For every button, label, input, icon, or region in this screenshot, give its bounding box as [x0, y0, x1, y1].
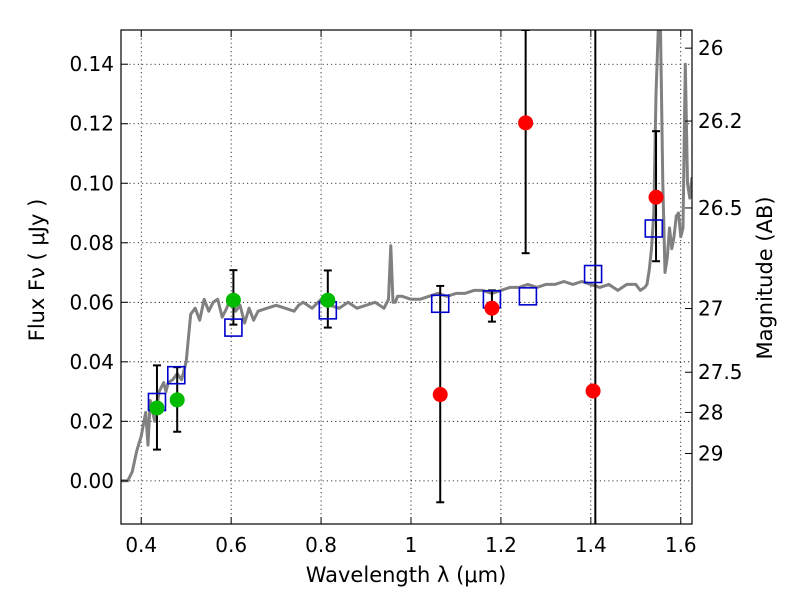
- axes: 0.4 0.6 0.8 1 1.2 1.4 1.6 0.00 0.02 0.04 0.06 0.08 0…: [69, 29, 743, 557]
- red-data-point: [432, 387, 448, 403]
- red-data-point: [484, 300, 500, 316]
- y2-tick-label: 27.5: [698, 360, 743, 384]
- x-tick-label: 0.8: [305, 533, 337, 557]
- y-tick-label: 0.00: [69, 469, 114, 493]
- y2-tick-label: 29: [698, 441, 723, 465]
- y-tick-label: 0.02: [69, 409, 114, 433]
- y-tick-label: 0.06: [69, 290, 114, 314]
- grid-lines: [121, 30, 692, 524]
- green-data-point: [169, 392, 185, 408]
- y-tick-label: 0.14: [69, 52, 114, 76]
- y2-tick-label: 26.5: [698, 196, 743, 220]
- plot-content: [121, 30, 692, 524]
- y-tick-label: 0.12: [69, 112, 114, 136]
- x-tick-label: 1.6: [665, 533, 697, 557]
- x-tick-label: 1.4: [575, 533, 607, 557]
- green-data-point: [320, 292, 336, 308]
- x-tick-label: 1.2: [485, 533, 517, 557]
- model-flux-square: [430, 294, 450, 314]
- y-tick-label: 0.10: [69, 171, 114, 195]
- model-flux-square: [224, 318, 243, 337]
- x-tick-label: 0.4: [125, 533, 157, 557]
- model-flux-square: [644, 219, 664, 238]
- red-data-point: [518, 115, 534, 131]
- red-data-point: [585, 383, 601, 399]
- y2-tick-label: 28: [698, 400, 723, 424]
- green-data-point: [149, 400, 165, 416]
- y-tick-label: 0.08: [69, 231, 114, 255]
- plot-area: [121, 30, 692, 524]
- y-axis-title: Flux Fν ( μJy ): [25, 199, 49, 342]
- axes-frame: [120, 29, 693, 525]
- x-axis-title: Wavelength λ (μm): [306, 563, 507, 587]
- model-flux-square: [167, 365, 186, 385]
- y2-tick-label: 27: [698, 297, 723, 321]
- green-data-point: [225, 292, 241, 308]
- y-tick-label: 0.04: [69, 350, 114, 374]
- red-data-point: [648, 189, 664, 205]
- sed-model-line: [121, 30, 692, 483]
- x-tick-label: 0.6: [215, 533, 247, 557]
- model-flux-square: [583, 264, 603, 284]
- y2-axis-title: Magnitude (AB): [753, 196, 777, 359]
- y2-tick-label: 26: [698, 36, 723, 60]
- model-flux-square: [518, 287, 538, 306]
- x-tick-label: 1: [405, 533, 418, 557]
- y2-tick-label: 26.2: [698, 109, 743, 133]
